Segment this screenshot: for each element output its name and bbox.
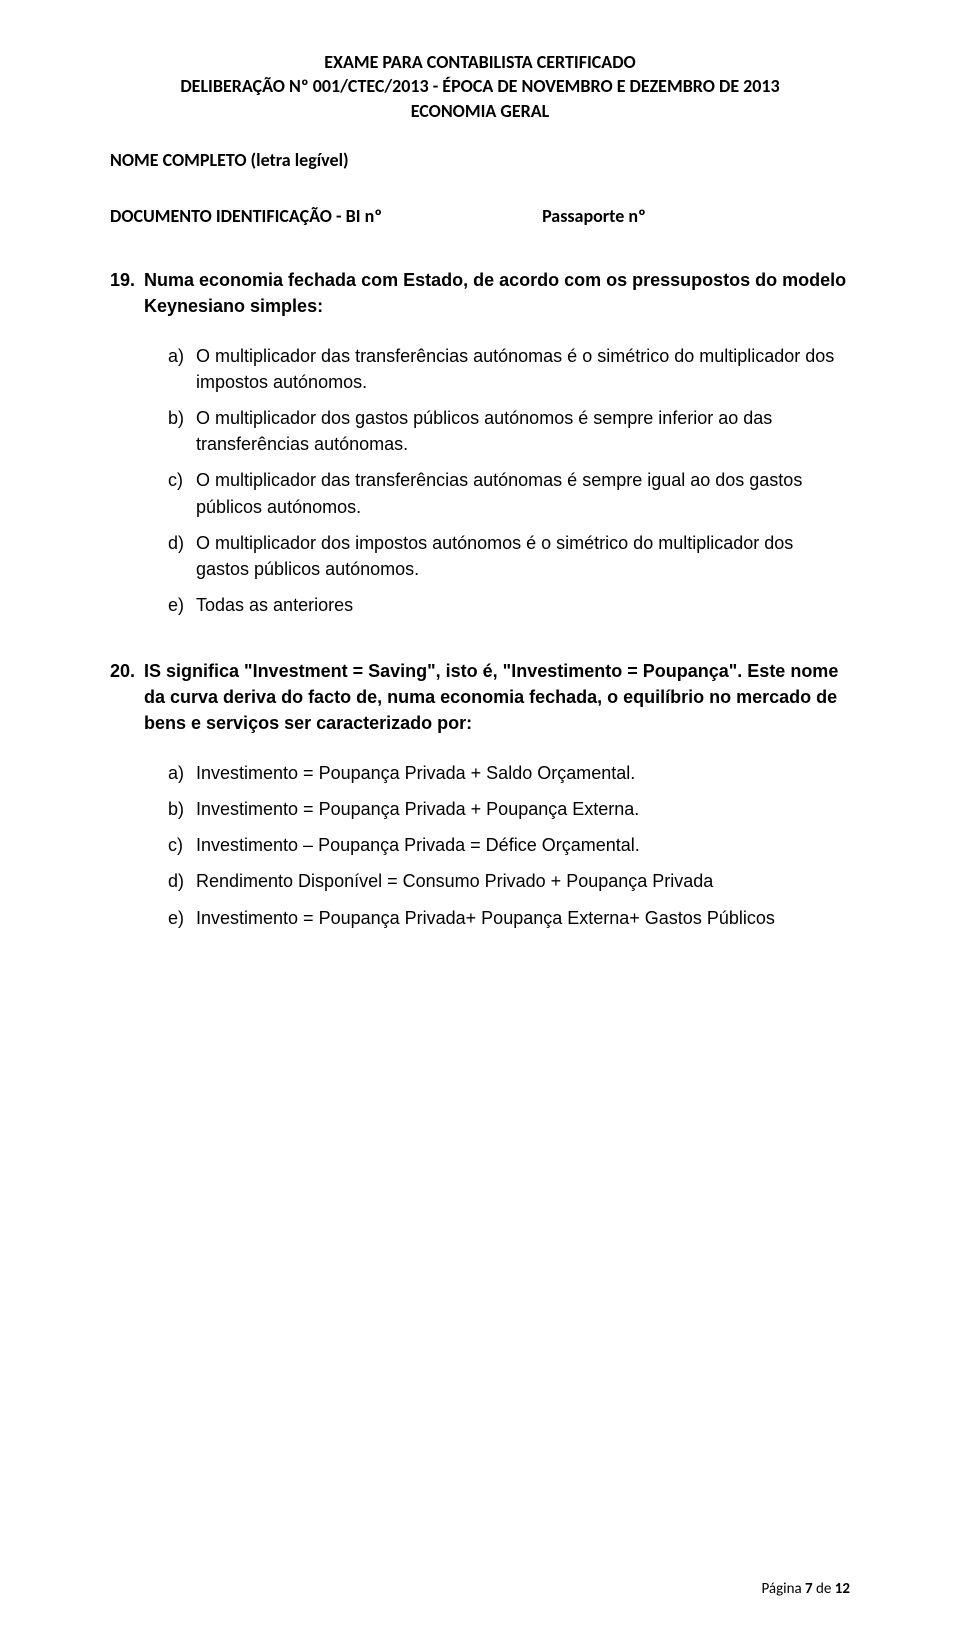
option-text: Investimento = Poupança Privada+ Poupanç… — [196, 905, 850, 931]
doc-id-label: DOCUMENTO IDENTIFICAÇÃO - BI nº — [110, 205, 382, 227]
option-19c: c) O multiplicador das transferências au… — [168, 467, 850, 519]
footer-mid: de — [813, 1580, 835, 1598]
option-19e: e) Todas as anteriores — [168, 592, 850, 618]
option-text: Investimento = Poupança Privada + Saldo … — [196, 760, 850, 786]
page-footer: Página 7 de 12 — [761, 1580, 850, 1598]
option-19d: d) O multiplicador dos impostos autónomo… — [168, 530, 850, 582]
footer-current-page: 7 — [805, 1580, 813, 1598]
option-letter: d) — [168, 530, 196, 582]
footer-total-pages: 12 — [835, 1580, 850, 1598]
option-letter: b) — [168, 405, 196, 457]
option-letter: c) — [168, 832, 196, 858]
question-20-heading: 20. IS significa "Investment = Saving", … — [110, 658, 850, 736]
question-20-options: a) Investimento = Poupança Privada + Sal… — [110, 760, 850, 930]
option-20a: a) Investimento = Poupança Privada + Sal… — [168, 760, 850, 786]
option-19b: b) O multiplicador dos gastos públicos a… — [168, 405, 850, 457]
question-20-text: IS significa "Investment = Saving", isto… — [144, 658, 850, 736]
header-line-3: ECONOMIA GERAL — [110, 99, 850, 123]
name-label: NOME COMPLETO (letra legível) — [110, 149, 850, 171]
option-letter: a) — [168, 760, 196, 786]
option-letter: e) — [168, 905, 196, 931]
option-letter: e) — [168, 592, 196, 618]
passport-label: Passaporte nº — [542, 205, 646, 227]
page: EXAME PARA CONTABILISTA CERTIFICADO DELI… — [0, 0, 960, 1640]
question-19-heading: 19. Numa economia fechada com Estado, de… — [110, 267, 850, 319]
option-letter: d) — [168, 868, 196, 894]
footer-prefix: Página — [761, 1580, 805, 1598]
option-text: Todas as anteriores — [196, 592, 850, 618]
question-19-number: 19. — [110, 267, 144, 319]
question-19-text: Numa economia fechada com Estado, de aco… — [144, 267, 850, 319]
option-letter: a) — [168, 343, 196, 395]
header-line-2: DELIBERAÇÃO Nº 001/CTEC/2013 - ÉPOCA DE … — [110, 74, 850, 98]
option-text: O multiplicador dos impostos autónomos é… — [196, 530, 850, 582]
option-text: O multiplicador das transferências autón… — [196, 467, 850, 519]
option-text: O multiplicador dos gastos públicos autó… — [196, 405, 850, 457]
question-19: 19. Numa economia fechada com Estado, de… — [110, 267, 850, 618]
exam-header: EXAME PARA CONTABILISTA CERTIFICADO DELI… — [110, 50, 850, 123]
doc-row: DOCUMENTO IDENTIFICAÇÃO - BI nº Passapor… — [110, 205, 850, 227]
option-20c: c) Investimento – Poupança Privada = Déf… — [168, 832, 850, 858]
option-19a: a) O multiplicador das transferências au… — [168, 343, 850, 395]
question-19-options: a) O multiplicador das transferências au… — [110, 343, 850, 618]
option-20e: e) Investimento = Poupança Privada+ Poup… — [168, 905, 850, 931]
option-20b: b) Investimento = Poupança Privada + Pou… — [168, 796, 850, 822]
option-20d: d) Rendimento Disponível = Consumo Priva… — [168, 868, 850, 894]
option-text: Investimento – Poupança Privada = Défice… — [196, 832, 850, 858]
option-letter: b) — [168, 796, 196, 822]
option-text: Investimento = Poupança Privada + Poupan… — [196, 796, 850, 822]
question-20: 20. IS significa "Investment = Saving", … — [110, 658, 850, 931]
option-letter: c) — [168, 467, 196, 519]
option-text: O multiplicador das transferências autón… — [196, 343, 850, 395]
header-line-1: EXAME PARA CONTABILISTA CERTIFICADO — [110, 50, 850, 74]
option-text: Rendimento Disponível = Consumo Privado … — [196, 868, 850, 894]
question-20-number: 20. — [110, 658, 144, 736]
